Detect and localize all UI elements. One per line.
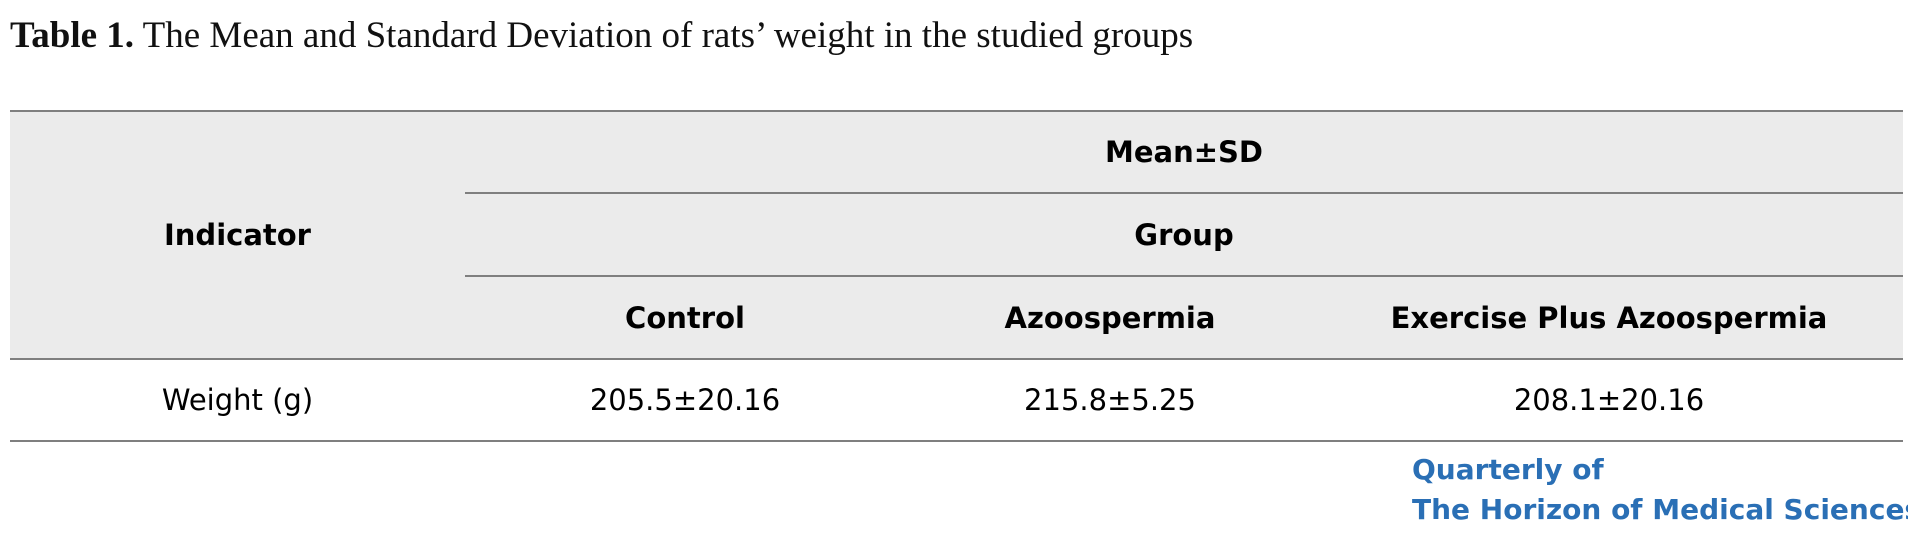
table-top-rule: [10, 110, 1903, 112]
value-azoospermia: 215.8±5.25: [1024, 383, 1196, 417]
table-bottom-rule: [10, 440, 1903, 442]
table-caption-text: The Mean and Standard Deviation of rats’…: [134, 15, 1194, 56]
journal-logo-line1: Quarterly of: [1412, 453, 1604, 486]
header-rule-2: [465, 275, 1903, 277]
header-bottom-rule: [10, 358, 1903, 360]
journal-logo-line2: The Horizon of Medical Sciences: [1412, 493, 1908, 526]
column-header-exercise-plus-azoospermia: Exercise Plus Azoospermia: [1390, 300, 1828, 335]
indicator-header: Indicator: [164, 217, 311, 252]
table-header-background: [10, 110, 1903, 359]
table-caption: Table 1. The Mean and Standard Deviation…: [10, 14, 1193, 57]
header-rule-1: [465, 192, 1903, 194]
row-indicator: Weight (g): [161, 383, 314, 417]
journal-logo: Quarterly of The Horizon of Medical Scie…: [1412, 450, 1908, 530]
column-header-control: Control: [625, 300, 745, 335]
value-exercise-plus-azoospermia: 208.1±20.16: [1513, 383, 1705, 417]
value-control: 205.5±20.16: [589, 383, 781, 417]
table-caption-label: Table 1.: [10, 15, 135, 56]
mean-sd-header: Mean±SD: [1105, 134, 1263, 169]
group-header: Group: [1134, 217, 1234, 252]
column-header-azoospermia: Azoospermia: [1004, 300, 1216, 335]
data-table: Indicator Mean±SD Group Control Azoosper…: [10, 110, 1903, 442]
